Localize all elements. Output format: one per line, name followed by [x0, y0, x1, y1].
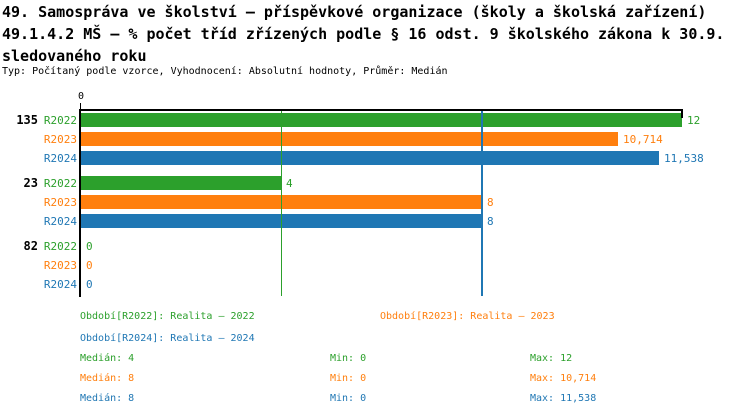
- stat-median-r2022: Medián: 4: [80, 353, 135, 364]
- stat-max-r2023: Max: 10,714: [530, 373, 597, 384]
- series-label: R2022: [43, 114, 77, 127]
- series-label: R2024: [43, 278, 77, 291]
- stat-min-r2022: Min: 0: [330, 353, 367, 364]
- category-label: 135: [16, 113, 38, 127]
- series-label: R2022: [43, 240, 77, 253]
- series-label: R2023: [43, 259, 77, 272]
- bar-value-label: 8: [487, 215, 494, 228]
- stat-max-r2024: Max: 11,538: [530, 393, 597, 404]
- series-label: R2024: [43, 152, 77, 165]
- category-label: 23: [23, 176, 38, 190]
- bar-value-label: 0: [86, 259, 93, 272]
- title-line-3: sledovaného roku: [2, 47, 147, 65]
- legend-item-r2024: Období[R2024]: Realita – 2024: [80, 333, 255, 344]
- series-label: R2022: [43, 177, 77, 190]
- bar: [81, 132, 618, 146]
- y-axis-line: [79, 109, 81, 297]
- series-label: R2023: [43, 133, 77, 146]
- bar: [81, 151, 659, 165]
- legend-item-r2023: Období[R2023]: Realita – 2023: [380, 311, 555, 322]
- stat-min-r2024: Min: 0: [330, 393, 367, 404]
- title-line-2: 49.1.4.2 MŠ – % počet tříd zřízených pod…: [2, 25, 725, 43]
- bar-chart: 135 R2022 12 R2023 10,714 R2024 11,538 23 R2022 4…: [0, 90, 750, 305]
- title-line-1: 49. Samospráva ve školství – příspěvkové…: [2, 3, 707, 21]
- bar: [81, 176, 281, 190]
- chart-meta-line: Typ: Počítaný podle vzorce, Vyhodnocení:…: [2, 66, 448, 77]
- bar-value-label: 4: [286, 177, 293, 190]
- series-label: R2024: [43, 215, 77, 228]
- bar-value-label: 0: [86, 278, 93, 291]
- chart-footer: Období[R2022]: Realita – 2022 Období[R20…: [0, 305, 750, 414]
- series-label: R2023: [43, 196, 77, 209]
- stat-median-r2024: Medián: 8: [80, 393, 135, 404]
- bar-value-label: 8: [487, 196, 494, 209]
- x-axis-tick-label: 0: [77, 91, 85, 102]
- x-axis-end-tick: [681, 109, 683, 118]
- stat-median-r2023: Medián: 8: [80, 373, 135, 384]
- category-label: 82: [23, 239, 38, 253]
- x-axis-zero-tick: [80, 103, 81, 109]
- stat-min-r2023: Min: 0: [330, 373, 367, 384]
- bar-value-label: 10,714: [623, 133, 663, 146]
- chart-title: 49. Samospráva ve školství – příspěvkové…: [2, 1, 724, 67]
- bar-value-label: 11,538: [664, 152, 704, 165]
- bar-value-label: 12: [687, 114, 701, 127]
- median-line-r2024: [480, 109, 483, 296]
- median-line-r2022: [280, 109, 282, 296]
- bar: [81, 113, 682, 127]
- x-axis-line: [79, 109, 683, 111]
- stat-max-r2022: Max: 12: [530, 353, 573, 364]
- bar-value-label: 0: [86, 240, 93, 253]
- legend-item-r2022: Období[R2022]: Realita – 2022: [80, 311, 255, 322]
